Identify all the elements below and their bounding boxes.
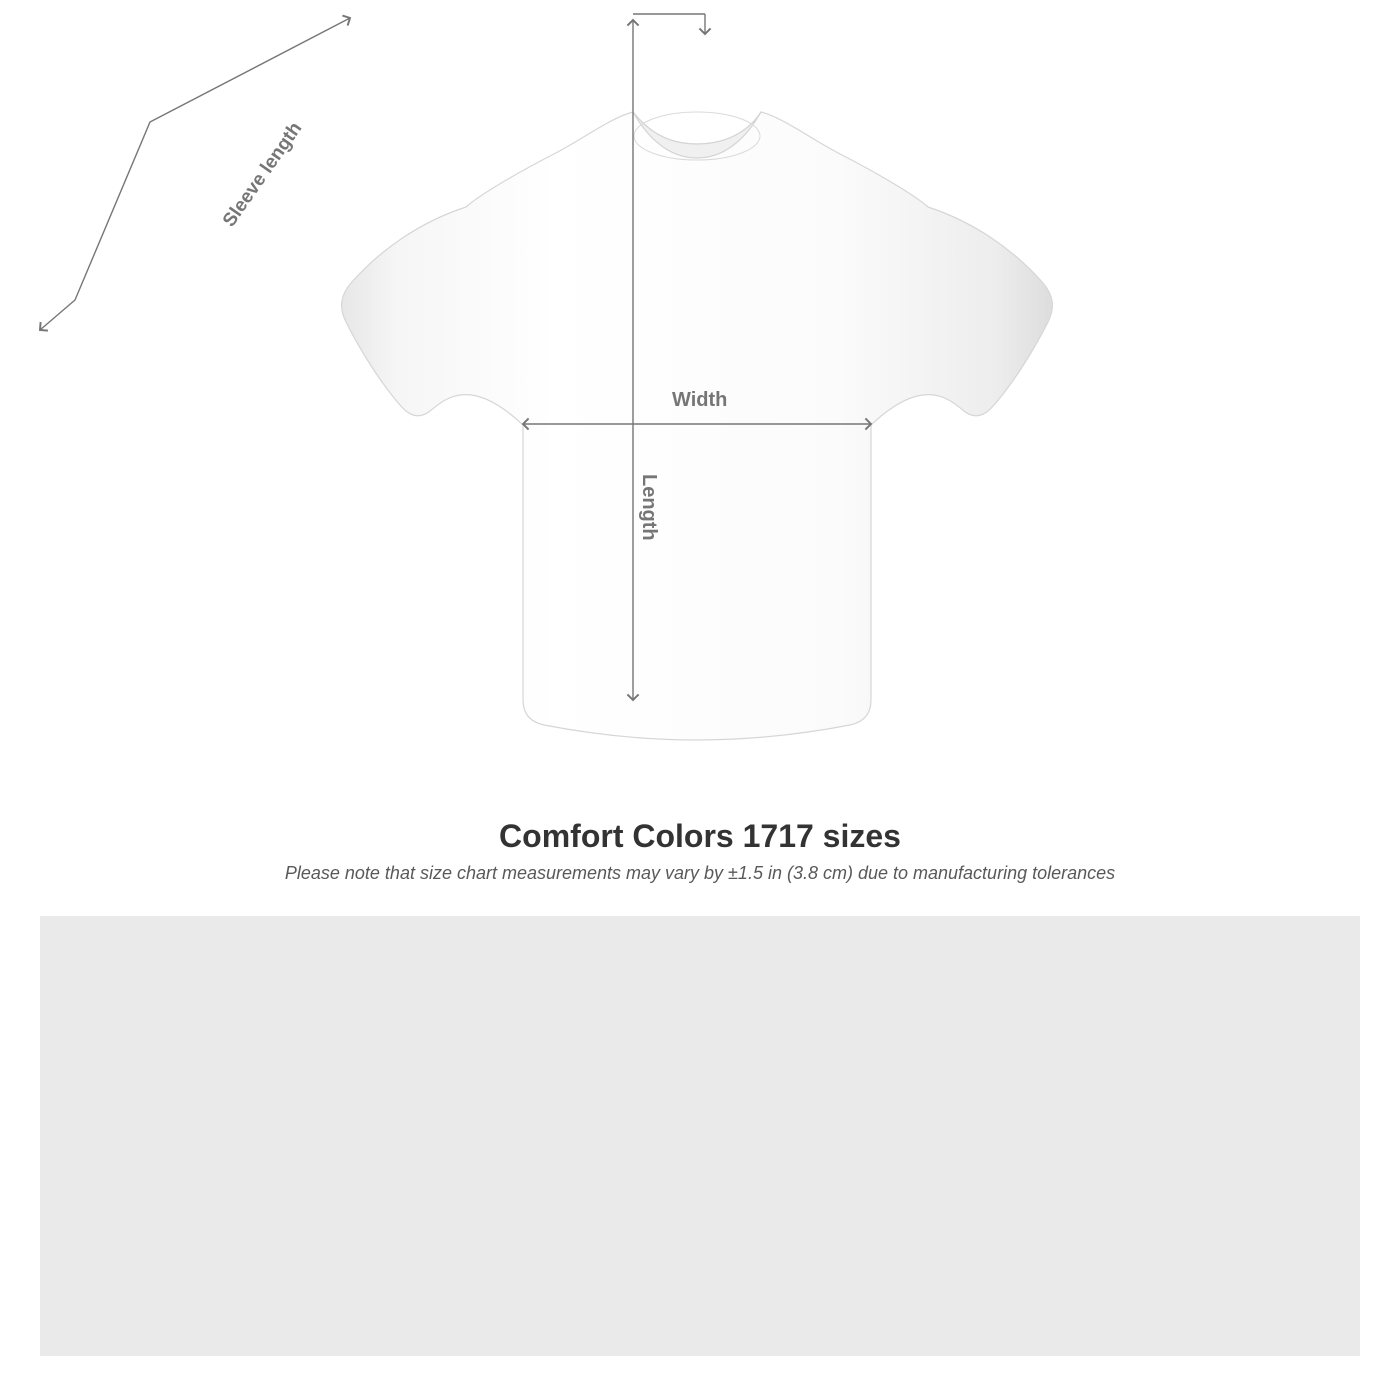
svg-text:Width: Width: [672, 389, 727, 411]
svg-text:Length: Length: [638, 474, 660, 541]
svg-text:Sleeve length: Sleeve length: [219, 118, 306, 230]
